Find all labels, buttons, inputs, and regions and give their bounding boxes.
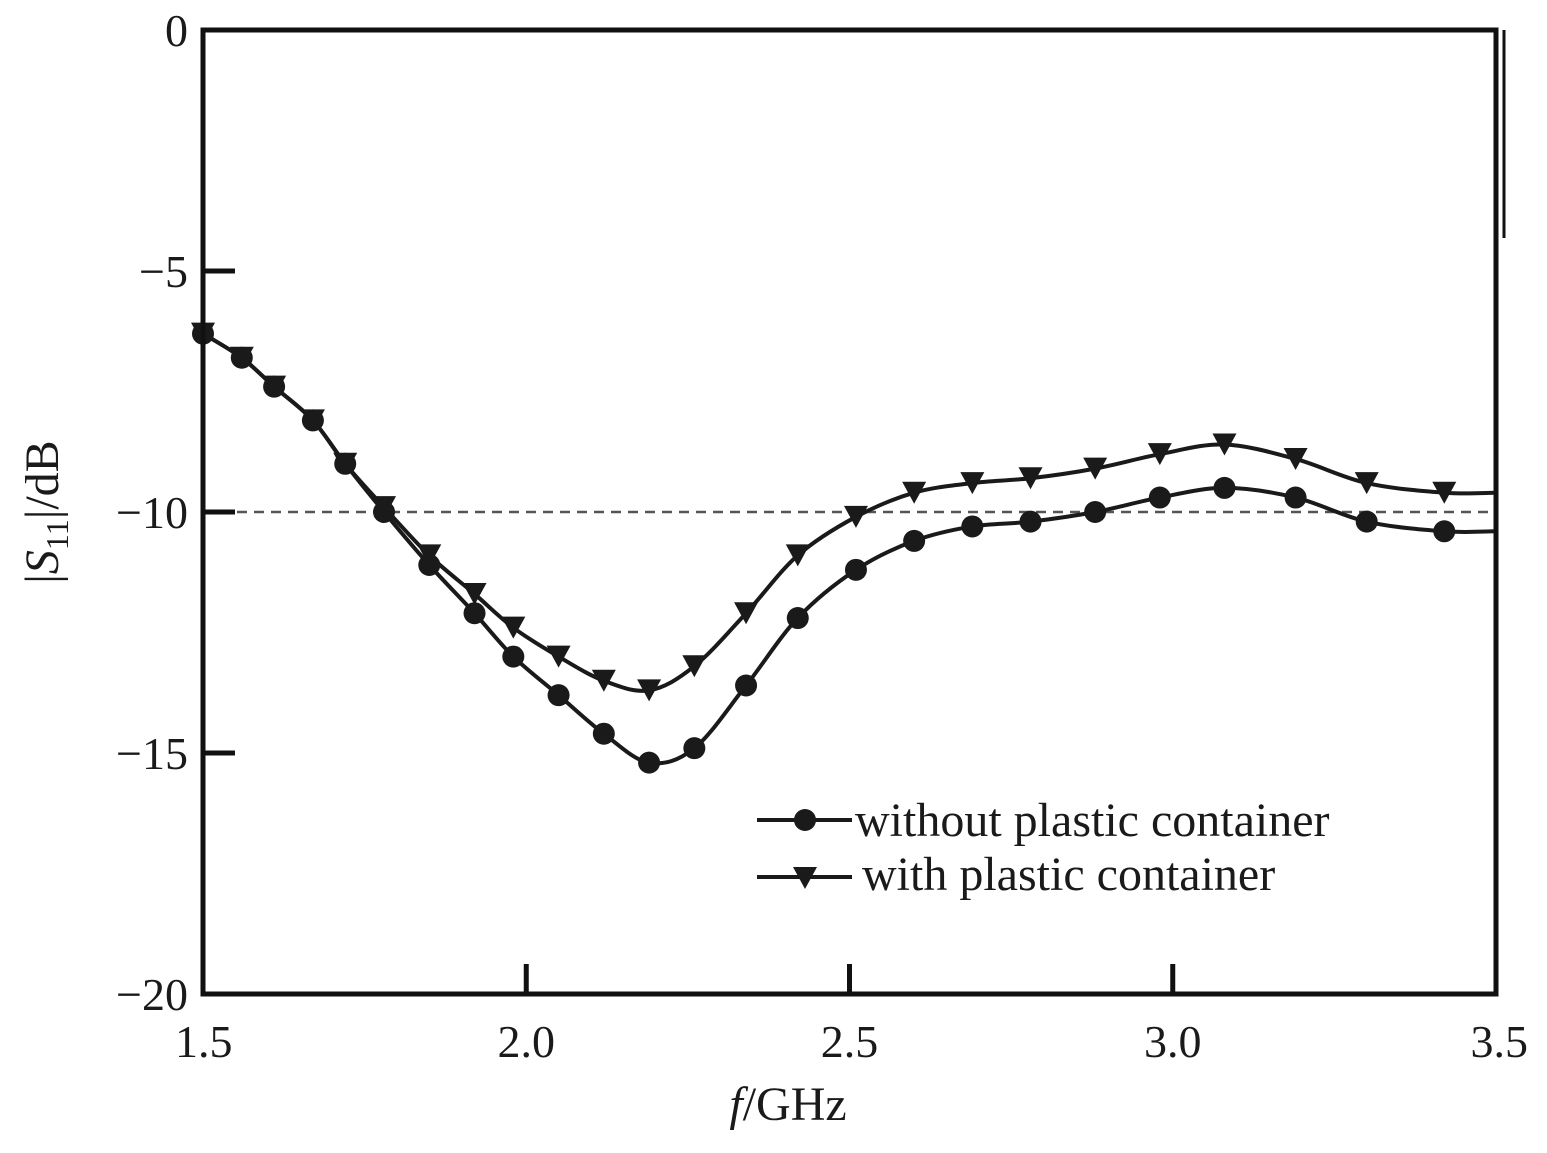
data-point-triangle (1432, 481, 1457, 504)
data-point-triangle (372, 496, 397, 519)
x-tick-label: 1.5 (175, 1016, 233, 1067)
y-tick-label: −20 (116, 969, 188, 1020)
legend-marker-circle (794, 809, 816, 831)
data-point-triangle (637, 679, 662, 702)
y-axis-title-suffix: |/dB (16, 440, 69, 519)
x-axis-title: f/GHz (729, 1078, 846, 1131)
legend: without plastic container with plastic c… (757, 794, 1330, 901)
data-point-circle (463, 602, 486, 625)
x-tick-label: 2.0 (498, 1016, 556, 1067)
data-point-triangle (902, 481, 927, 504)
legend-label-without: without plastic container (855, 794, 1330, 847)
legend-marker-triangle (793, 867, 817, 889)
data-point-circle (1355, 510, 1378, 533)
x-tick-label: 3.0 (1144, 1016, 1202, 1067)
data-point-triangle (785, 544, 810, 567)
data-point-triangle (333, 452, 358, 475)
series-layer (191, 322, 1497, 774)
data-point-circle (735, 674, 758, 697)
data-point-triangle (501, 616, 526, 639)
data-point-circle (1084, 501, 1107, 523)
x-ticks: 1.5 2.0 2.5 3.0 3.5 (175, 964, 1528, 1067)
data-point-triangle (462, 582, 487, 605)
y-axis-title: |S11|/dB (16, 440, 75, 583)
data-point-triangle (229, 346, 254, 369)
data-point-triangle (1083, 457, 1108, 480)
data-point-triangle (734, 602, 759, 625)
y-tick-label: −10 (116, 487, 188, 538)
data-point-circle (1148, 486, 1171, 509)
data-point-triangle (1018, 467, 1043, 490)
data-point-triangle (960, 472, 985, 495)
y-axis-title-italic: S (16, 550, 69, 574)
data-point-triangle (682, 655, 707, 678)
data-point-triangle (300, 409, 325, 432)
data-point-circle (786, 607, 809, 630)
y-axis-title-prefix: | (16, 574, 69, 584)
x-tick-label: 2.5 (821, 1016, 879, 1067)
y-ticks: 0 −5 −10 −15 −20 (116, 5, 235, 1020)
data-point-circle (1284, 486, 1307, 509)
data-point-triangle (1354, 472, 1379, 495)
data-point-circle (961, 515, 984, 538)
data-point-circle (547, 684, 570, 707)
y-tick-label: −15 (116, 728, 188, 779)
data-point-triangle (591, 669, 616, 692)
data-point-circle (844, 558, 867, 581)
y-axis-title-subscript: 11 (39, 519, 75, 550)
data-point-triangle (1283, 447, 1308, 470)
data-point-circle (1213, 476, 1236, 499)
data-point-circle (592, 722, 615, 745)
legend-label-with: with plastic container (862, 848, 1275, 901)
data-point-triangle (417, 544, 442, 567)
y-tick-label: −5 (139, 246, 188, 297)
data-point-circle (683, 737, 706, 760)
x-tick-label: 3.5 (1471, 1016, 1529, 1067)
x-axis-title-rest: /GHz (743, 1078, 847, 1131)
y-tick-label: 0 (165, 5, 188, 56)
data-point-triangle (1212, 433, 1237, 456)
series-2 (191, 322, 1497, 702)
data-point-triangle (546, 645, 571, 668)
data-point-circle (1433, 520, 1456, 543)
data-point-circle (638, 751, 661, 774)
data-point-circle (903, 529, 926, 552)
data-point-triangle (262, 375, 287, 398)
data-point-circle (1019, 510, 1042, 533)
data-point-triangle (1147, 443, 1172, 466)
data-point-triangle (843, 505, 868, 528)
data-point-circle (502, 645, 525, 668)
